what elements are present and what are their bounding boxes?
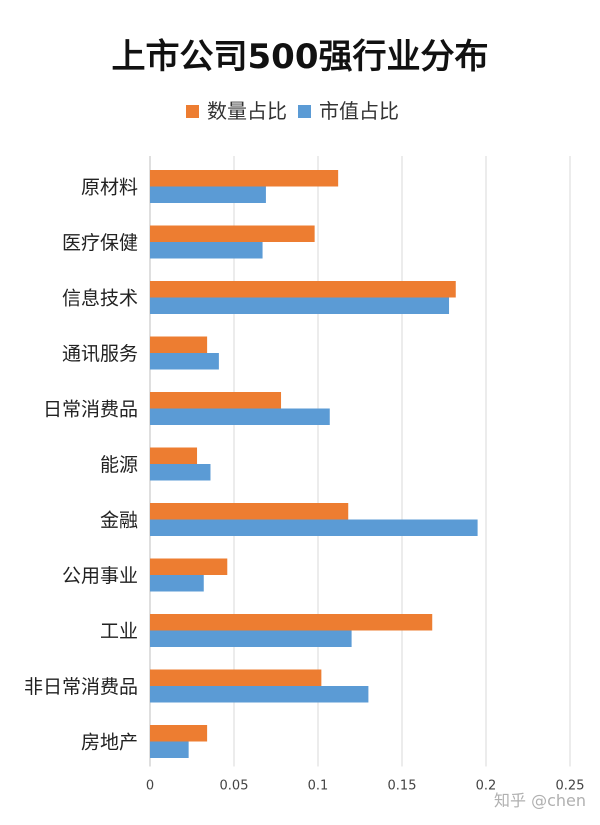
category-label-1: 医疗保健	[62, 232, 138, 254]
bar-quantity-9	[150, 669, 322, 686]
bar-quantity-2	[150, 281, 456, 298]
x-tick-labels: 0 0.05 0.1 0.15 0.2 0.25	[146, 779, 585, 794]
bar-quantity-10	[150, 725, 208, 742]
bar-market-cap-2	[150, 297, 450, 314]
category-label-9: 非日常消费品	[24, 676, 138, 698]
bar-market-cap-8	[150, 630, 352, 647]
category-label-2: 信息技术	[62, 288, 138, 310]
bar-quantity-3	[150, 336, 208, 353]
bar-quantity-7	[150, 558, 228, 575]
x-tick-label-1: 0.05	[220, 779, 249, 794]
x-tick-label-5: 0.25	[556, 779, 585, 794]
bar-market-cap-6	[150, 519, 478, 536]
category-label-7: 公用事业	[62, 565, 138, 587]
bar-quantity-1	[150, 225, 315, 242]
bar-quantity-8	[150, 614, 433, 631]
legend: 数量占比 市值占比	[186, 99, 399, 123]
bar-quantity-5	[150, 447, 198, 464]
bar-market-cap-1	[150, 242, 263, 259]
chart-title: 上市公司500强行业分布	[112, 37, 489, 77]
legend-label-quantity: 数量占比	[207, 99, 287, 123]
x-tick-label-0: 0	[146, 779, 154, 794]
category-label-8: 工业	[100, 621, 138, 643]
bars	[150, 170, 478, 758]
bar-market-cap-3	[150, 353, 219, 370]
bar-market-cap-9	[150, 686, 369, 703]
x-tick-label-2: 0.1	[308, 779, 329, 794]
x-tick-label-4: 0.2	[476, 779, 497, 794]
bar-quantity-0	[150, 170, 339, 187]
bar-market-cap-4	[150, 408, 330, 425]
legend-swatch-quantity	[186, 105, 199, 118]
category-label-3: 通讯服务	[62, 343, 138, 365]
bar-market-cap-0	[150, 186, 266, 203]
bar-quantity-4	[150, 392, 282, 409]
watermark: 知乎 @chen	[494, 791, 586, 810]
bar-market-cap-5	[150, 464, 211, 481]
legend-swatch-market-cap	[298, 105, 311, 118]
legend-label-market-cap: 市值占比	[319, 99, 399, 123]
category-label-6: 金融	[100, 510, 138, 532]
category-label-5: 能源	[100, 454, 138, 476]
category-label-10: 房地产	[81, 732, 138, 754]
bar-quantity-6	[150, 503, 349, 520]
category-label-4: 日常消费品	[43, 399, 138, 421]
category-label-0: 原材料	[81, 177, 138, 199]
x-tick-label-3: 0.15	[388, 779, 417, 794]
bar-market-cap-7	[150, 575, 204, 592]
bar-market-cap-10	[150, 741, 189, 758]
